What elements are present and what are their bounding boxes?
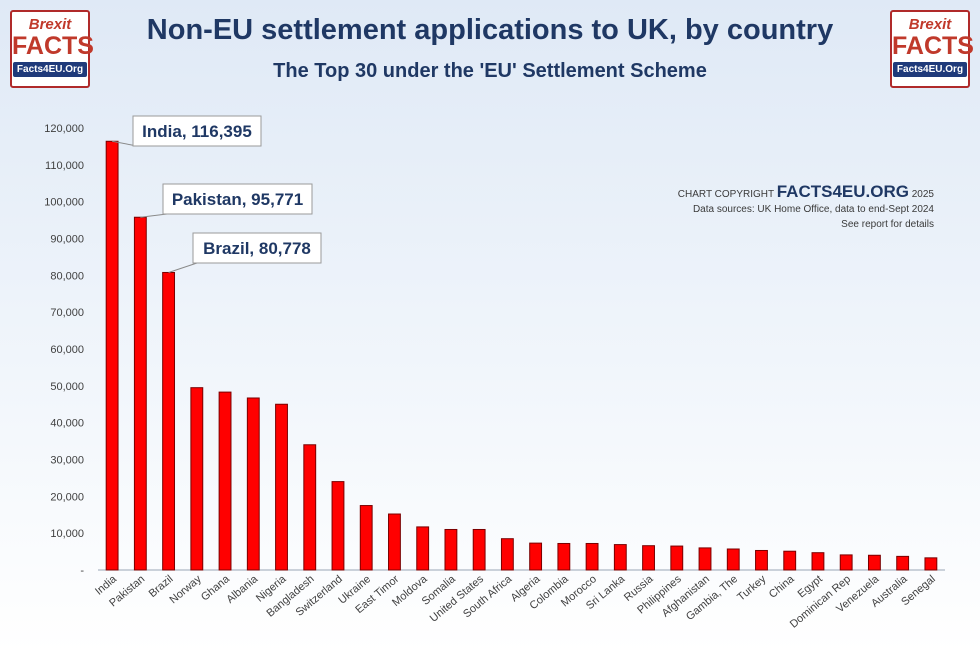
- bar-albania: [246, 397, 260, 571]
- data-label: India, 116,395: [142, 122, 252, 141]
- callout-leader: [168, 262, 198, 273]
- report-note: See report for details: [841, 219, 934, 230]
- y-tick-label: 40,000: [50, 418, 84, 430]
- bar-united-states: [472, 528, 486, 571]
- y-tick-label: 90,000: [50, 234, 84, 246]
- copyright-brand: FACTS4EU.ORG: [776, 182, 909, 201]
- logo-line2: FACTS: [12, 32, 94, 60]
- bar-china: [783, 550, 797, 571]
- bar-dominican-rep: [839, 554, 853, 571]
- bar-egypt: [811, 552, 825, 571]
- bar-morocco: [585, 542, 599, 571]
- logo-line3: Facts4EU.Org: [12, 62, 88, 77]
- copyright-line: CHART COPYRIGHT FACTS4EU.ORG 2025: [677, 182, 934, 202]
- bar-colombia: [557, 542, 571, 571]
- bar-india: [105, 140, 119, 571]
- bar-somalia: [444, 528, 458, 571]
- logo-line1: Brexit: [908, 16, 952, 33]
- callout-leader: [140, 213, 168, 218]
- y-tick-label: -: [80, 565, 84, 577]
- bar-nigeria: [275, 403, 288, 571]
- bar-bangladesh: [303, 444, 317, 571]
- data-label: Pakistan, 95,771: [172, 190, 303, 209]
- callout-box: [192, 232, 322, 264]
- brexit-facts-logo-right: Brexit FACTS Facts4EU.Org: [890, 10, 974, 88]
- chart-title: Non-EU settlement applications to UK, by…: [146, 14, 834, 46]
- bar-australia: [896, 555, 910, 571]
- x-tick-label: Albania: [224, 573, 260, 606]
- bar-turkey: [755, 549, 768, 571]
- bar-moldova: [416, 526, 430, 571]
- bar-afghanistan: [698, 547, 712, 571]
- bar-philippines: [670, 545, 684, 571]
- data-source: Data sources: UK Home Office, data to en…: [692, 204, 934, 215]
- callout-box: [132, 115, 262, 147]
- copyright-prefix: CHART COPYRIGHT: [677, 189, 774, 200]
- chart-subtitle: The Top 30 under the 'EU' Settlement Sch…: [273, 60, 707, 82]
- bar-sri-lanka: [613, 544, 627, 571]
- x-tick-label: Norway: [167, 573, 204, 606]
- bar-pakistan: [133, 216, 147, 571]
- data-label: Brazil, 80,778: [203, 239, 311, 258]
- bar-south-africa: [500, 538, 514, 571]
- bar-norway: [190, 387, 204, 571]
- bar-algeria: [529, 542, 543, 571]
- y-tick-label: 70,000: [50, 307, 84, 319]
- y-tick-label: 80,000: [50, 270, 84, 282]
- callout-box: [162, 183, 313, 215]
- bar-east-timor: [388, 513, 401, 571]
- logo-line2: FACTS: [892, 32, 974, 60]
- y-tick-label: 30,000: [50, 455, 84, 467]
- copyright-note: CHART COPYRIGHT FACTS4EU.ORG 2025 Data s…: [677, 182, 934, 232]
- bar-switzerland: [331, 481, 345, 571]
- y-tick-label: 120,000: [44, 123, 84, 135]
- y-tick-label: 110,000: [45, 160, 84, 172]
- y-tick-label: 100,000: [44, 197, 84, 209]
- x-tick-label: China: [767, 573, 797, 601]
- y-tick-label: 60,000: [50, 344, 84, 356]
- y-tick-label: 20,000: [50, 491, 84, 503]
- bar-ukraine: [359, 505, 373, 571]
- bar-venezuela: [867, 554, 881, 571]
- bar-gambia-the: [726, 548, 740, 571]
- logo-line1: Brexit: [28, 16, 72, 33]
- bar-brazil: [162, 271, 176, 571]
- y-tick-label: 50,000: [50, 381, 84, 393]
- y-tick-label: 10,000: [50, 528, 84, 540]
- logo-line3: Facts4EU.Org: [892, 62, 968, 77]
- bar-senegal: [924, 557, 938, 571]
- brexit-facts-logo-left: Brexit FACTS Facts4EU.Org: [10, 10, 94, 88]
- bar-ghana: [218, 391, 232, 571]
- x-tick-label: Turkey: [735, 573, 769, 604]
- bar-russia: [642, 545, 655, 571]
- copyright-year: 2025: [911, 189, 934, 200]
